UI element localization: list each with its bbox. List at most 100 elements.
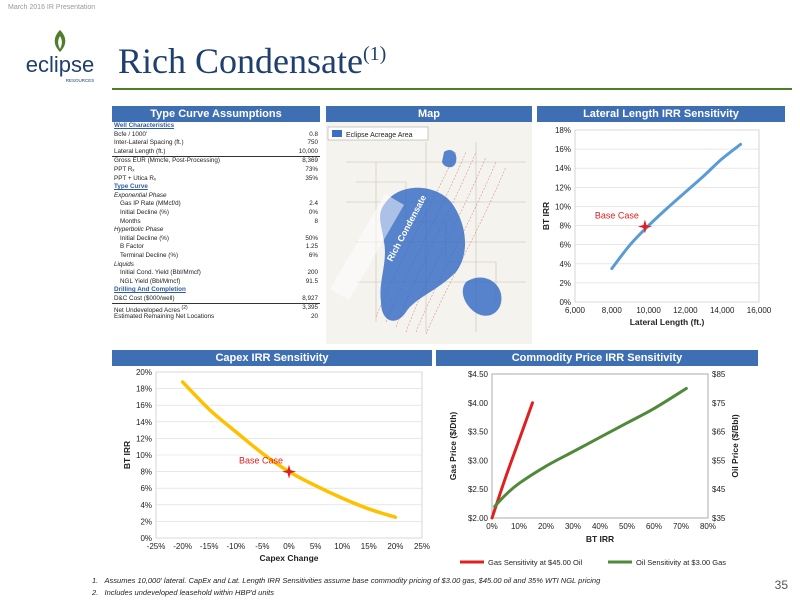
y-tick-label: $2.00 [468, 514, 489, 523]
y-tick-label: 0% [140, 534, 152, 543]
type-curve-row-label: Terminal Decline (%) [120, 251, 179, 259]
x-tick-label: 40% [592, 522, 608, 531]
x-tick-label: 80% [700, 522, 716, 531]
y-tick-label: 16% [555, 145, 571, 154]
type-curve-row-label: B Factor [120, 243, 144, 251]
y2-tick-label: $55 [712, 456, 726, 465]
type-curve-row-value: 1.25 [305, 243, 318, 251]
series-point [394, 516, 397, 519]
type-curve-row-label: Well Characteristics [114, 122, 175, 129]
series-point [314, 484, 317, 487]
series-point [261, 452, 264, 455]
map-header: Map [326, 106, 532, 122]
type-curve-row-label: D&C Cost ($000/well) [114, 294, 175, 302]
type-curve-row: Hyperbolic Phase [112, 226, 320, 235]
commodity-chart-panel: Commodity Price IRR Sensitivity $2.00 $2.… [436, 350, 758, 591]
type-curve-row-label: Months [120, 217, 141, 225]
y2-tick-label: $35 [712, 514, 726, 523]
type-curve-row-value: 8,369 [302, 157, 318, 165]
type-curve-row: Initial Decline (%) 50% [112, 235, 320, 244]
x-tick-label: 10,000 [636, 306, 661, 315]
y-tick-label: 0% [559, 298, 571, 307]
map-panel: Map Rich Condensate Eclipse Acreage Area [326, 106, 532, 344]
type-curve-row-value: 8,927 [302, 294, 318, 302]
type-curve-row: D&C Cost ($000/well) 8,927 [112, 295, 320, 304]
presentation-date-note: March 2016 IR Presentation [8, 4, 96, 11]
type-curve-row-label: Initial Decline (%) [120, 208, 169, 216]
lateral-chart-header: Lateral Length IRR Sensitivity [537, 106, 785, 122]
acreage-area [380, 187, 466, 321]
x-tick-label: -20% [173, 542, 192, 551]
x-tick-label: 14,000 [710, 306, 735, 315]
base-case-label: Base Case [595, 211, 639, 221]
series-line [610, 142, 743, 271]
type-curve-row: PPT Rₓ 73% [112, 166, 320, 175]
series-point [703, 175, 705, 177]
type-curve-row: Net Undeveloped Acres (2) 3,395 [112, 303, 320, 315]
series-point [491, 517, 493, 519]
y-tick-label: 8% [559, 222, 571, 231]
type-curve-row-value: 35% [305, 174, 318, 182]
x-tick-label: 25% [414, 542, 430, 551]
series-point [611, 267, 613, 270]
series-point [531, 402, 534, 404]
series-point [208, 408, 210, 411]
legend-label-oil: Oil Sensitivity at $3.00 Gas [636, 558, 726, 567]
type-curve-row-value: 20 [310, 313, 318, 321]
plot-area [574, 129, 760, 303]
commodity-chart-header: Commodity Price IRR Sensitivity [436, 350, 758, 366]
legend-label-gas: Gas Sensitivity at $45.00 Oil [488, 558, 583, 567]
x-tick-label: 16,000 [747, 306, 772, 315]
footnote-2: 2. Includes undeveloped leasehold within… [92, 588, 274, 597]
y-tick-label: 4% [140, 501, 152, 510]
series-point [341, 497, 343, 499]
type-curve-row-label: Exponential Phase [114, 191, 167, 199]
type-curve-row-label: Gas IP Rate (MMcf/d) [120, 200, 181, 208]
type-curve-row: Terminal Decline (%) 6% [112, 252, 320, 261]
y-tick-label: $3.50 [468, 428, 489, 437]
type-curve-row-label: Estimated Remaining Net Locations [114, 313, 215, 321]
series-point [739, 143, 742, 146]
x-tick-label: 6,000 [565, 306, 586, 315]
type-curve-row-footnote: (2) [180, 305, 188, 312]
type-curve-row: Drilling And Completion [112, 286, 320, 295]
series-point [235, 430, 237, 433]
series-point [181, 381, 184, 383]
type-curve-row: Liquids [112, 261, 320, 270]
page-title-footnote: (1) [362, 43, 387, 65]
page-title-text: Rich Condensate [118, 41, 363, 81]
series-point [666, 207, 668, 210]
series-point [599, 436, 601, 439]
type-curve-row-label: Type Curve [114, 183, 148, 191]
type-curve-row: Months 8 [112, 218, 320, 227]
type-curve-row: Gas IP Rate (MMcf/d) 2.4 [112, 200, 320, 209]
x-tick-label: 12,000 [673, 306, 698, 315]
type-curve-row-label: Hyperbolic Phase [114, 226, 164, 234]
type-curve-row-value: 50% [305, 234, 318, 242]
series-point [721, 157, 723, 160]
y2-tick-label: $75 [712, 399, 726, 408]
flame-icon: eclipse RESOURCES [26, 30, 95, 83]
type-curve-row: PPT + Utica Rₓ 35% [112, 175, 320, 184]
footnote-2-text: Includes undeveloped leasehold within HB… [104, 588, 274, 597]
y-tick-label: 18% [136, 385, 152, 394]
y2-tick-label: $85 [712, 370, 726, 379]
footnote-2-num: 2. [92, 588, 99, 597]
y-tick-label: 6% [140, 484, 152, 493]
y-tick-label: 10% [555, 202, 571, 211]
type-curve-row: Initial Decline (%) 0% [112, 209, 320, 218]
type-curve-row-value: 0% [308, 208, 318, 216]
footnote-1-text: Assumes 10,000' lateral. CapEx and Lat. … [104, 576, 601, 585]
x-tick-label: 10% [511, 522, 527, 531]
y-axis-label: BT IRR [122, 441, 132, 469]
x-tick-label: 60% [646, 522, 662, 531]
type-curve-row-value: 200 [307, 269, 318, 277]
lateral-chart: 0% 2% 4% 6% 8% 10% 12% 14% 16% 18% 6,000 8,000 10,00… [541, 126, 772, 327]
type-curve-row-value: 91.5 [305, 277, 318, 285]
type-curve-row: B Factor 1.25 [112, 243, 320, 252]
type-curve-row: Exponential Phase [112, 192, 320, 201]
logo-subtext: RESOURCES [66, 78, 95, 83]
x-tick-label: -25% [147, 542, 166, 551]
series-point [518, 482, 520, 485]
y-axis-label: Gas Price ($/Dth) [448, 412, 458, 481]
